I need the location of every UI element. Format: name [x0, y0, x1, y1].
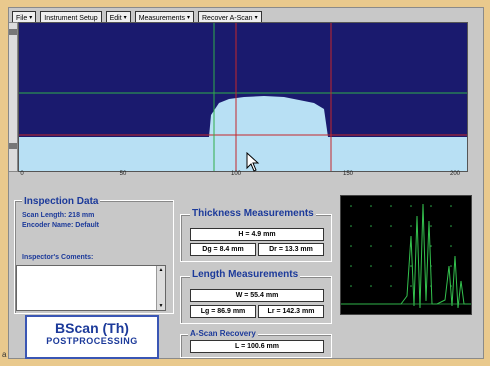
scroll-up-icon[interactable]: ▲ [158, 267, 164, 273]
logo-line1: BScan (Th) [55, 320, 129, 336]
thickness-title: Thickness Measurements [190, 208, 316, 219]
ascan-display[interactable] [340, 195, 472, 315]
length-title: Length Measurements [190, 269, 301, 280]
inspector-comments-field[interactable]: ▲ ▼ [16, 265, 166, 311]
mouse-pointer-icon [246, 152, 260, 172]
chevron-down-icon: ▾ [29, 15, 33, 21]
axis-tick-label: 50 [119, 171, 127, 177]
thickness-profile [19, 96, 467, 171]
slider-thumb-top[interactable] [9, 29, 17, 35]
thickness-dr-value: Dr = 13.3 mm [258, 243, 324, 256]
ascan-grid-dots [350, 205, 452, 287]
ascan-recovery-title: A-Scan Recovery [188, 329, 258, 338]
logo-line2: POSTPROCESSING [46, 336, 138, 346]
inspector-comments-label: Inspector's Coments: [22, 254, 94, 261]
bscan-display[interactable] [18, 22, 468, 172]
encoder-name: Encoder Name: Default [22, 222, 100, 229]
thickness-dg-value: Dg = 8.4 mm [190, 243, 256, 256]
scan-length: Scan Length: 218 mm [22, 212, 95, 219]
axis-tick-label: 150 [342, 171, 354, 177]
ascan-waveform [341, 203, 471, 309]
comments-scrollbar[interactable]: ▲ ▼ [156, 266, 165, 310]
chevron-down-icon: ▾ [254, 15, 258, 21]
inspection-data-title: Inspection Data [22, 196, 101, 207]
axis-tick-label: 100 [230, 171, 242, 177]
bscan-postprocessing-logo: BScan (Th) POSTPROCESSING [25, 315, 159, 359]
scroll-down-icon[interactable]: ▼ [158, 303, 164, 309]
axis-tick-label: 200 [449, 171, 461, 177]
bscan-vertical-slider[interactable] [8, 22, 18, 172]
ascan-recovery-l-value: L = 100.6 mm [190, 340, 324, 353]
axis-tick-label: 0 [20, 171, 24, 177]
slider-thumb-bottom[interactable] [9, 143, 17, 149]
length-w-value: W = 55.4 mm [190, 289, 324, 302]
length-lr-value: Lr = 142.3 mm [258, 305, 324, 318]
stray-label: a [2, 350, 7, 359]
bscan-x-axis: 0 50 100 150 200 [18, 171, 466, 181]
length-lg-value: Lg = 86.9 mm [190, 305, 256, 318]
chevron-down-icon: ▾ [123, 15, 127, 21]
chevron-down-icon: ▾ [186, 15, 190, 21]
thickness-h-value: H = 4.9 mm [190, 228, 324, 241]
